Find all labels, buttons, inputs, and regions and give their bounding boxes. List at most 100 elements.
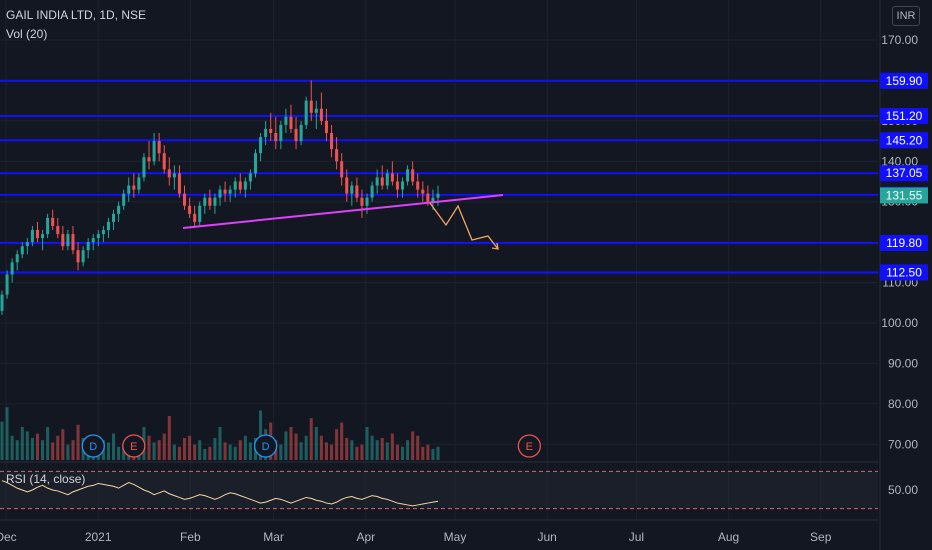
candle-body — [132, 185, 136, 190]
rsi-label: RSI (14, close) — [6, 472, 86, 486]
candle-body — [117, 205, 121, 214]
projection-arrowhead — [491, 242, 499, 250]
volume-bar — [248, 442, 252, 460]
candle-body — [35, 230, 40, 239]
candle-body — [360, 197, 364, 206]
trend-line[interactable] — [182, 194, 504, 229]
volume-bar — [309, 418, 313, 460]
candle-body — [167, 169, 171, 178]
volume-bar — [188, 435, 192, 460]
candle-body — [264, 128, 268, 138]
volume-bar — [122, 444, 126, 460]
time-tick-label: Sep — [810, 530, 832, 544]
candle-body — [294, 128, 298, 142]
time-tick-label: Feb — [180, 530, 201, 544]
candle-body — [304, 100, 308, 125]
time-tick-label: Aug — [718, 530, 739, 544]
price-tick-label: 170.00 — [881, 33, 918, 47]
candle-body — [431, 197, 435, 202]
candle-body — [340, 161, 344, 178]
last-price-tag: 131.55 — [886, 188, 923, 202]
candle-body — [208, 197, 212, 206]
price-axis[interactable]: 170.00160.00150.00140.00130.00120.00110.… — [879, 0, 928, 550]
volume-bar — [380, 438, 384, 460]
volume-bar — [51, 442, 55, 460]
candle-body — [395, 181, 399, 190]
level-price-tag-bg — [880, 72, 928, 89]
volume-bar — [228, 444, 232, 460]
candle-body — [5, 274, 9, 295]
level-price-tag: 145.20 — [886, 133, 923, 147]
event-marker[interactable]: D — [253, 434, 278, 458]
time-tick-label: 2021 — [85, 530, 112, 544]
volume-bar — [294, 433, 298, 460]
volume-bar — [345, 438, 349, 460]
candle-body — [203, 197, 207, 206]
candle-body — [365, 197, 369, 206]
candle-body — [86, 242, 90, 251]
volume-bar — [5, 407, 9, 460]
candles — [0, 80, 440, 315]
drawings[interactable] — [182, 194, 504, 250]
candle-body — [41, 234, 45, 239]
volume-bar — [46, 427, 50, 460]
event-marker-circle — [253, 434, 278, 458]
candle-body — [289, 116, 293, 129]
candle-body — [345, 177, 349, 194]
candle-body — [385, 173, 389, 186]
volume-bar — [117, 446, 121, 460]
candle-body — [51, 217, 55, 226]
volume-bar — [233, 446, 237, 460]
candle-body — [112, 213, 116, 222]
event-marker[interactable]: E — [122, 434, 146, 458]
volume-bar — [30, 438, 34, 460]
candle-body — [284, 116, 288, 125]
projection-path[interactable] — [429, 202, 499, 250]
candle-body — [375, 177, 379, 186]
volume-bar — [355, 446, 359, 460]
volume-bar — [177, 446, 181, 460]
event-marker-circle — [517, 434, 541, 458]
candle-body — [324, 120, 328, 133]
volume-bar — [421, 446, 425, 460]
volume-bar — [182, 438, 187, 460]
time-tick-label: Jul — [629, 530, 644, 544]
volume-bar — [330, 444, 334, 460]
volume-bar — [395, 444, 399, 460]
time-tick-label: Dec — [0, 530, 17, 544]
symbol-title[interactable]: GAIL INDIA LTD, 1D, NSE — [6, 8, 147, 22]
volume-bar — [0, 421, 4, 460]
level-price-tag: 119.80 — [886, 236, 922, 250]
horizontal-levels[interactable] — [0, 79, 878, 274]
volume-bar — [324, 442, 328, 460]
volume-bar — [208, 446, 212, 460]
candle-body — [380, 177, 384, 186]
time-axis[interactable]: Dec 2021 Feb Mar Apr May Jun Jul Aug Sep — [0, 519, 878, 544]
event-marker-label: E — [526, 441, 533, 453]
volume-bar — [152, 442, 156, 460]
volume-bar — [365, 427, 369, 460]
candle-body — [390, 173, 394, 182]
event-marker[interactable]: E — [517, 434, 541, 458]
time-tick-label: Apr — [356, 530, 375, 544]
event-marker-circle — [81, 434, 105, 458]
candle-body — [233, 181, 237, 190]
volume-bar — [360, 444, 364, 460]
candle-body — [259, 137, 263, 154]
price-tick-label: 70.00 — [888, 437, 918, 451]
volume-label: Vol (20) — [6, 27, 48, 41]
candle-body — [20, 246, 24, 255]
volume-bar — [218, 427, 222, 460]
candle-body — [182, 193, 187, 206]
volume-bar — [370, 435, 374, 460]
volume-bar — [335, 429, 339, 460]
candle-body — [355, 185, 359, 198]
event-marker[interactable]: D — [81, 434, 105, 458]
candle-body — [309, 100, 313, 113]
currency-button[interactable]: INR — [892, 6, 920, 26]
candle-body — [243, 181, 247, 190]
candle-body — [172, 173, 176, 178]
level-price-tag-bg — [880, 132, 928, 149]
